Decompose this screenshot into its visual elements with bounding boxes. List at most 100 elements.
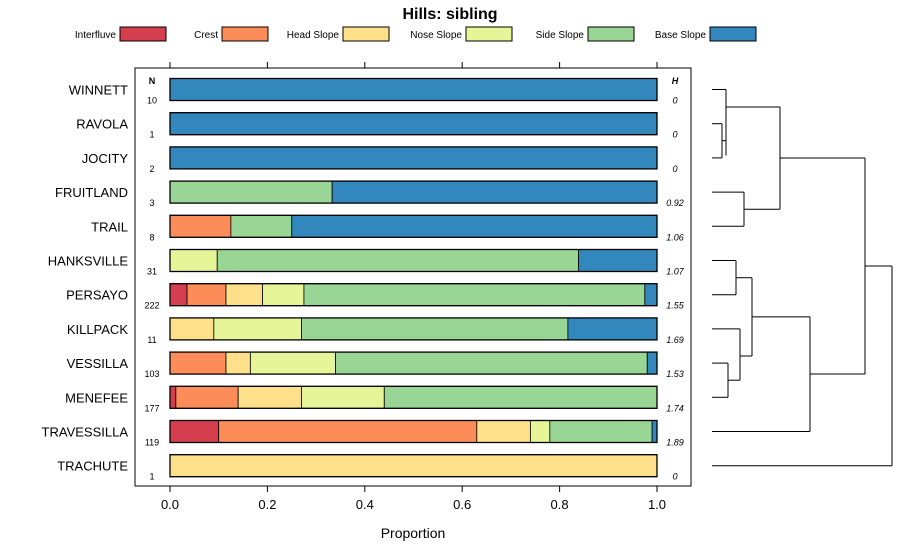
bar-segment-menefee-crest bbox=[175, 385, 239, 409]
h-value-jocity: 0 bbox=[672, 164, 677, 174]
bar-segment-fruitland-base-slope bbox=[331, 180, 658, 204]
legend-label-nose-slope: Nose Slope bbox=[410, 30, 462, 41]
n-value-jocity: 2 bbox=[149, 164, 154, 174]
bar-segment-persayo-side-slope bbox=[303, 283, 646, 307]
row-label-ravola: RAVOLA bbox=[76, 117, 128, 132]
legend-swatch-interfluve bbox=[119, 26, 167, 42]
n-value-vessilla: 103 bbox=[144, 369, 159, 379]
bar-segment-menefee-interfluve bbox=[169, 385, 177, 409]
n-value-hanksville: 31 bbox=[147, 267, 157, 277]
bar-outline-ravola bbox=[169, 112, 658, 136]
n-value-travessilla: 119 bbox=[145, 438, 159, 448]
legend-swatch-base-slope bbox=[709, 26, 757, 42]
bar-outline-jocity bbox=[169, 146, 658, 170]
n-value-ravola: 1 bbox=[149, 130, 154, 140]
chart-title: Hills: sibling bbox=[402, 6, 497, 23]
bar-outline-trail bbox=[169, 214, 658, 238]
h-value-fruitland: 0.92 bbox=[666, 198, 684, 208]
legend-label-interfluve: Interfluve bbox=[75, 30, 117, 41]
bar-segment-persayo-interfluve bbox=[169, 283, 188, 307]
row-label-vessilla: VESSILLA bbox=[67, 356, 129, 371]
bar-outline-killpack bbox=[169, 317, 658, 341]
bar-segment-ravola-base-slope bbox=[169, 112, 658, 136]
n-value-winnett: 10 bbox=[147, 96, 157, 106]
row-label-jocity: JOCITY bbox=[82, 151, 129, 166]
bar-segment-vessilla-crest bbox=[169, 351, 227, 375]
bar-segment-travessilla-side-slope bbox=[549, 420, 653, 443]
n-value-persayo: 222 bbox=[144, 301, 159, 311]
bar-segment-jocity-base-slope bbox=[169, 146, 658, 170]
h-value-winnett: 0 bbox=[672, 96, 677, 106]
x-axis-label: Proportion bbox=[381, 525, 446, 541]
bar-segment-hanksville-nose-slope bbox=[169, 249, 218, 272]
row-label-fruitland: FRUITLAND bbox=[55, 185, 128, 200]
bar-segment-persayo-base-slope bbox=[644, 283, 658, 307]
legend-swatch-crest bbox=[221, 26, 269, 42]
bar-segment-vessilla-nose-slope bbox=[249, 351, 336, 375]
h-value-trail: 1.06 bbox=[666, 232, 684, 242]
row-label-menefee: MENEFEE bbox=[65, 390, 128, 405]
bar-outline-travessilla bbox=[169, 419, 658, 444]
n-column-header: N bbox=[149, 76, 156, 86]
bar-segment-killpack-head-slope bbox=[169, 317, 215, 341]
legend: Interfluve Crest Head Slope Nose Slope Side … bbox=[75, 26, 757, 42]
bar-segment-trachute-head-slope bbox=[169, 454, 658, 478]
row-label-trail: TRAIL bbox=[91, 219, 128, 234]
n-value-menefee: 177 bbox=[144, 403, 159, 413]
bar-outline-persayo bbox=[169, 283, 658, 307]
dendrogram bbox=[712, 89, 893, 467]
bar-outline-menefee bbox=[169, 385, 658, 409]
bar-segment-menefee-head-slope bbox=[237, 385, 302, 409]
legend-label-crest: Crest bbox=[194, 30, 218, 41]
bar-segment-trail-side-slope bbox=[230, 214, 293, 238]
h-value-trachute: 0 bbox=[672, 472, 677, 482]
n-value-fruitland: 3 bbox=[149, 198, 154, 208]
h-column-header: H bbox=[672, 76, 679, 86]
legend-swatch-head-slope bbox=[342, 26, 390, 42]
row-label-winnett: WINNETT bbox=[69, 83, 128, 98]
bar-outline-hanksville bbox=[169, 248, 658, 273]
h-value-ravola: 0 bbox=[672, 130, 677, 140]
x-axis: 0.0 0.2 0.4 0.6 0.8 1.0 bbox=[161, 62, 666, 512]
bar-segment-persayo-head-slope bbox=[225, 283, 263, 307]
bar-segment-travessilla-interfluve bbox=[169, 420, 220, 443]
bar-segment-trail-crest bbox=[169, 214, 232, 238]
bar-segment-vessilla-side-slope bbox=[335, 351, 648, 375]
legend-label-base-slope: Base Slope bbox=[655, 30, 707, 41]
n-value-trail: 8 bbox=[149, 232, 154, 242]
row-label-hanksville: HANKSVILLE bbox=[48, 254, 129, 269]
n-value-trachute: 1 bbox=[149, 472, 154, 482]
legend-swatch-nose-slope bbox=[465, 26, 513, 42]
plot-frame bbox=[134, 67, 692, 487]
bar-segment-menefee-side-slope bbox=[383, 385, 658, 409]
h-value-hanksville: 1.07 bbox=[666, 267, 685, 277]
legend-label-head-slope: Head Slope bbox=[287, 30, 340, 41]
bar-segment-killpack-side-slope bbox=[301, 317, 569, 341]
bar-segment-persayo-nose-slope bbox=[262, 283, 305, 307]
h-value-persayo: 1.55 bbox=[666, 301, 685, 311]
x-tick-label: 0.0 bbox=[161, 497, 179, 512]
legend-label-side-slope: Side Slope bbox=[536, 30, 585, 41]
bar-segment-travessilla-nose-slope bbox=[529, 420, 551, 443]
bar-outline-winnett bbox=[169, 77, 658, 102]
x-tick-label: 1.0 bbox=[648, 497, 666, 512]
x-tick-label: 0.8 bbox=[551, 497, 569, 512]
bar-segment-hanksville-base-slope bbox=[578, 249, 658, 272]
x-tick-label: 0.4 bbox=[356, 497, 374, 512]
bar-segment-fruitland-side-slope bbox=[169, 180, 333, 204]
bar-segment-travessilla-base-slope bbox=[651, 420, 658, 443]
bar-outline-trachute bbox=[169, 454, 658, 478]
row-label-persayo: PERSAYO bbox=[66, 288, 128, 303]
bar-segment-vessilla-base-slope bbox=[646, 351, 658, 375]
bar-segment-menefee-nose-slope bbox=[301, 385, 385, 409]
h-value-menefee: 1.74 bbox=[666, 403, 684, 413]
n-value-killpack: 11 bbox=[147, 335, 156, 345]
bar-segment-travessilla-head-slope bbox=[476, 420, 531, 443]
bar-segment-hanksville-side-slope bbox=[216, 249, 579, 272]
bar-segment-vessilla-head-slope bbox=[225, 351, 251, 375]
bar-segment-killpack-nose-slope bbox=[213, 317, 302, 341]
h-value-vessilla: 1.53 bbox=[666, 369, 684, 379]
bar-segment-trail-base-slope bbox=[291, 214, 658, 238]
